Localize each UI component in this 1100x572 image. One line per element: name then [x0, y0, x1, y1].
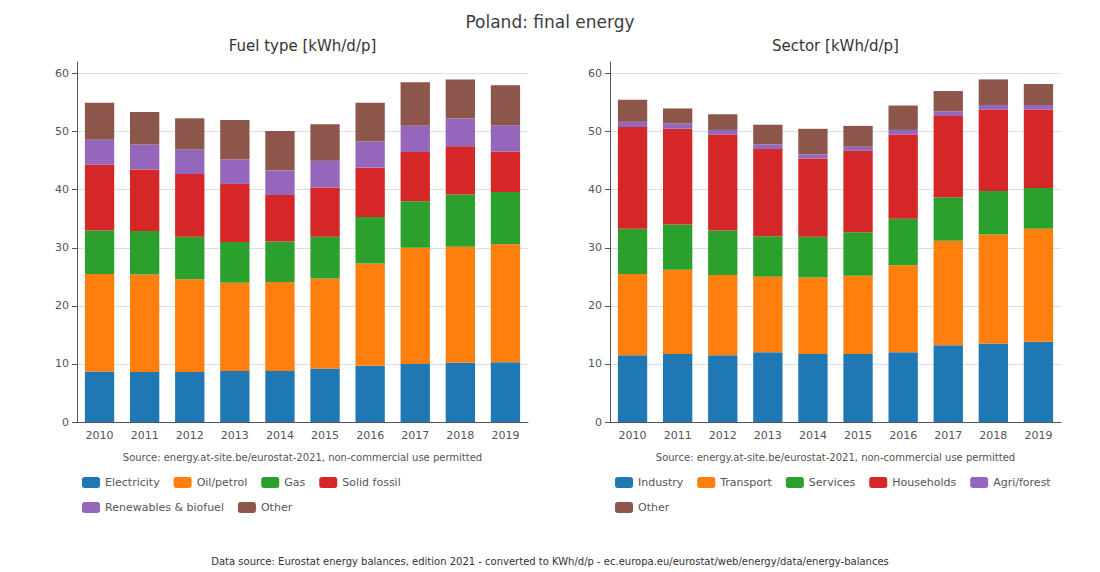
- svg-text:60: 60: [588, 67, 602, 80]
- svg-text:2015: 2015: [844, 429, 872, 442]
- svg-text:Electricity: Electricity: [105, 476, 160, 489]
- svg-text:Fuel type [kWh/d/p]: Fuel type [kWh/d/p]: [229, 37, 377, 55]
- svg-text:10: 10: [55, 357, 69, 370]
- svg-text:2010: 2010: [86, 429, 114, 442]
- svg-text:0: 0: [595, 416, 602, 429]
- svg-text:Sector [kWh/d/p]: Sector [kWh/d/p]: [772, 37, 899, 55]
- svg-text:2012: 2012: [709, 429, 737, 442]
- svg-text:2015: 2015: [311, 429, 339, 442]
- svg-text:2011: 2011: [131, 429, 159, 442]
- svg-text:2018: 2018: [979, 429, 1007, 442]
- svg-text:Transport: Transport: [719, 476, 772, 489]
- svg-text:Other: Other: [638, 501, 670, 514]
- svg-text:Other: Other: [261, 501, 293, 514]
- svg-text:2016: 2016: [889, 429, 917, 442]
- svg-text:2017: 2017: [934, 429, 962, 442]
- svg-text:20: 20: [55, 299, 69, 312]
- svg-text:0: 0: [62, 416, 69, 429]
- svg-text:2018: 2018: [446, 429, 474, 442]
- svg-text:Poland: final energy: Poland: final energy: [465, 12, 634, 32]
- svg-text:Source: energy.at-site.be/euro: Source: energy.at-site.be/eurostat-2021,…: [123, 452, 482, 463]
- svg-text:Agri/forest: Agri/forest: [993, 476, 1051, 489]
- svg-text:Oil/petrol: Oil/petrol: [197, 476, 248, 489]
- svg-text:Services: Services: [809, 476, 856, 489]
- svg-text:2016: 2016: [356, 429, 384, 442]
- svg-text:20: 20: [588, 299, 602, 312]
- svg-text:Households: Households: [892, 476, 956, 489]
- svg-text:2014: 2014: [799, 429, 827, 442]
- svg-text:Industry: Industry: [638, 476, 684, 489]
- svg-text:2012: 2012: [176, 429, 204, 442]
- svg-text:Renewables & biofuel: Renewables & biofuel: [105, 501, 224, 514]
- svg-text:2014: 2014: [266, 429, 294, 442]
- svg-text:2019: 2019: [491, 429, 519, 442]
- svg-text:30: 30: [55, 241, 69, 254]
- svg-text:2011: 2011: [664, 429, 692, 442]
- svg-text:50: 50: [55, 125, 69, 138]
- svg-text:2013: 2013: [221, 429, 249, 442]
- svg-text:2013: 2013: [754, 429, 782, 442]
- svg-text:Source: energy.at-site.be/euro: Source: energy.at-site.be/eurostat-2021,…: [656, 452, 1015, 463]
- svg-text:50: 50: [588, 125, 602, 138]
- svg-text:40: 40: [588, 183, 602, 196]
- svg-text:Solid fossil: Solid fossil: [342, 476, 400, 489]
- svg-text:Data source: Eurostat energy b: Data source: Eurostat energy balances, e…: [211, 556, 889, 567]
- svg-text:60: 60: [55, 67, 69, 80]
- svg-text:2010: 2010: [619, 429, 647, 442]
- svg-text:2019: 2019: [1024, 429, 1052, 442]
- svg-text:10: 10: [588, 357, 602, 370]
- svg-text:2017: 2017: [401, 429, 429, 442]
- svg-text:Gas: Gas: [284, 476, 305, 489]
- svg-text:40: 40: [55, 183, 69, 196]
- svg-text:30: 30: [588, 241, 602, 254]
